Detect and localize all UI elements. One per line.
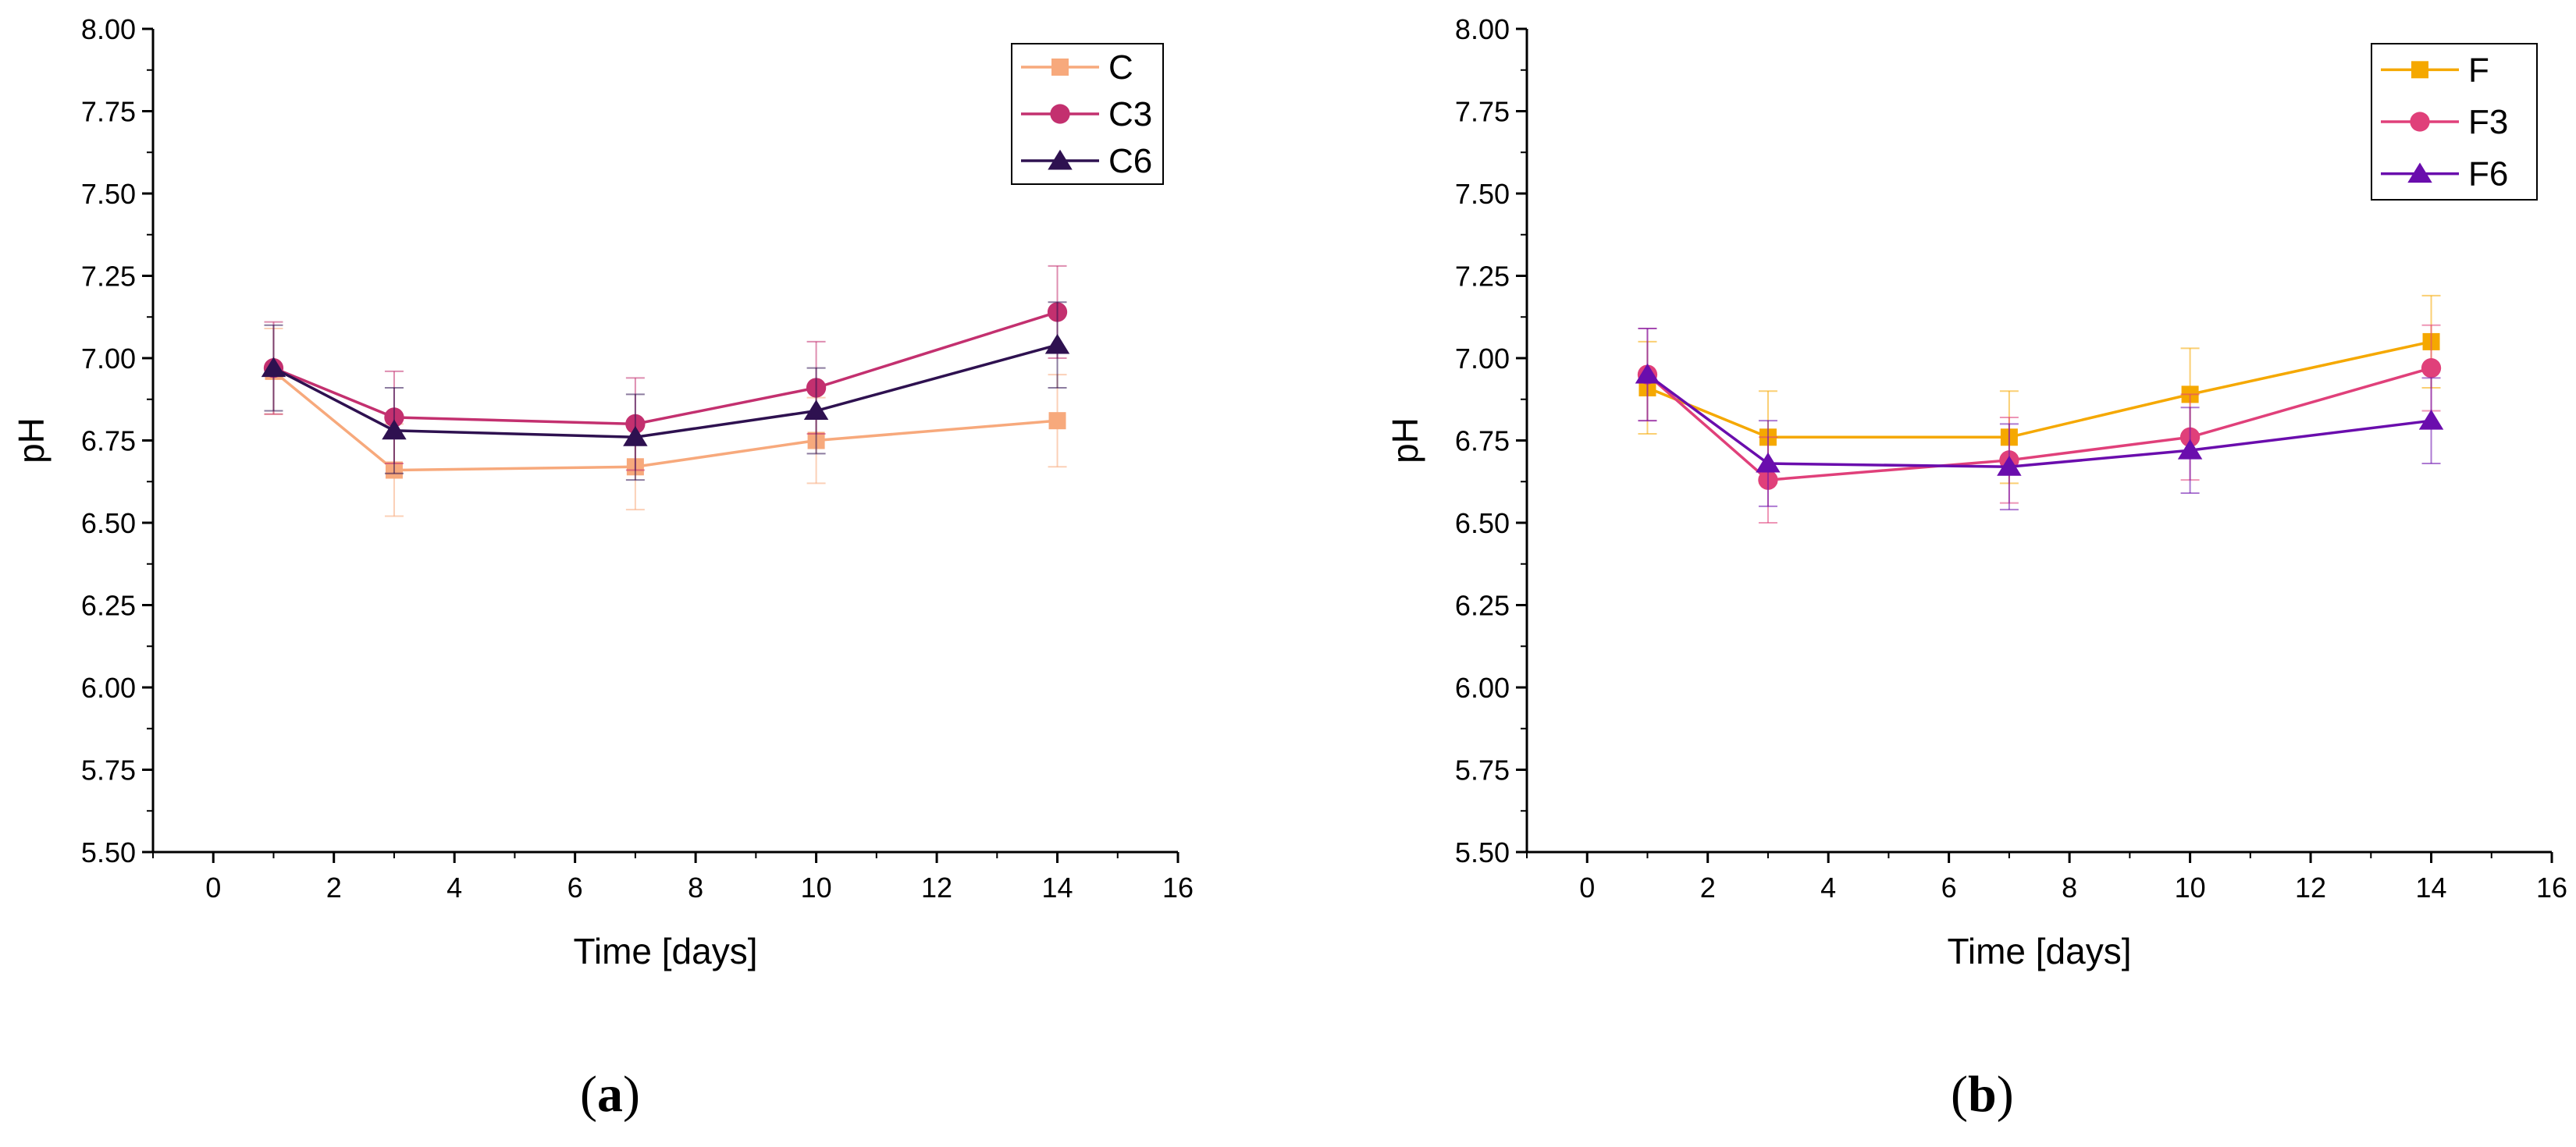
y-tick-label: 8.00	[81, 13, 136, 45]
data-point-f6	[1635, 363, 1660, 384]
x-tick-label: 10	[801, 872, 832, 904]
series-c	[264, 328, 1067, 517]
x-tick-label: 8	[2062, 872, 2077, 904]
chart-panel-a: 5.50 5.75 6.00 6.25 6.50 6.75 7.00 7.25 7.50 7.75…	[11, 13, 1194, 971]
data-point-f6	[1756, 452, 1781, 473]
y-tick-label: 6.75	[81, 425, 136, 457]
y-tick-label: 8.00	[1455, 13, 1510, 45]
data-point-c6	[1044, 333, 1070, 354]
y-axis-title: pH	[11, 417, 52, 463]
legend-label-c: C	[1108, 48, 1133, 87]
x-tick-label: 14	[1042, 872, 1073, 904]
y-tick-label: 5.50	[81, 836, 136, 868]
x-tick-label: 12	[921, 872, 952, 904]
legend: F F3 F6	[2371, 43, 2538, 201]
legend-marker-f	[2411, 61, 2428, 79]
x-tick-label: 4	[447, 872, 462, 904]
legend-marker-f6	[2407, 162, 2432, 183]
data-point-f6	[1997, 455, 2022, 476]
x-tick-label: 2	[1700, 872, 1716, 904]
legend-marker-f3	[2410, 112, 2430, 132]
panel-label-a: (a)	[580, 1066, 640, 1123]
y-tick-label: 6.25	[81, 590, 136, 622]
y-tick-label: 6.25	[1455, 590, 1510, 622]
y-tick-label: 5.50	[1455, 836, 1510, 868]
x-tick-label: 6	[1941, 872, 1957, 904]
series-f3	[1637, 324, 2442, 524]
series-c6	[261, 301, 1070, 481]
chart-panel-b: 5.50 5.75 6.00 6.25 6.50 6.75 7.00 7.25 7.50 7.75…	[1385, 13, 2567, 971]
legend-marker-c	[1051, 59, 1069, 76]
x-tick-label: 16	[1162, 872, 1194, 904]
y-tick-label: 6.75	[1455, 425, 1510, 457]
y-tick-label: 7.25	[1455, 261, 1510, 293]
data-point-c	[1048, 412, 1066, 430]
panel-label-b: (b)	[1951, 1066, 2014, 1123]
x-tick-label: 16	[2536, 872, 2567, 904]
data-point-c6	[261, 357, 286, 378]
x-axis-title: Time [days]	[1947, 931, 2131, 971]
y-tick-label: 6.00	[81, 672, 136, 704]
x-tick-label: 12	[2295, 872, 2326, 904]
y-tick-label: 7.75	[81, 96, 136, 128]
x-tick-label: 0	[205, 872, 221, 904]
x-tick-label: 6	[568, 872, 583, 904]
legend-label-c3: C3	[1108, 95, 1152, 133]
y-tick-label: 5.75	[81, 755, 136, 787]
data-point-c6	[382, 419, 407, 440]
series-f6	[1635, 328, 2444, 511]
legend-label-c6: C6	[1108, 142, 1152, 180]
series-line-f	[1646, 340, 2432, 439]
y-tick-label: 7.75	[1455, 96, 1510, 128]
legend-marker-c6	[1048, 149, 1073, 170]
data-point-c6	[803, 399, 829, 420]
legend-label-f: F	[2468, 51, 2489, 89]
x-tick-label: 2	[326, 872, 342, 904]
legend-marker-c3	[1050, 104, 1070, 124]
data-point-c6	[623, 425, 648, 446]
x-tick-label: 10	[2175, 872, 2206, 904]
data-point-f3	[2421, 358, 2442, 378]
y-axis-title: pH	[1385, 417, 1425, 463]
y-tick-label: 6.50	[1455, 507, 1510, 539]
x-tick-label: 4	[1820, 872, 1836, 904]
legend-label-f6: F6	[2468, 155, 2508, 194]
y-tick-label: 6.50	[81, 507, 136, 539]
x-tick-label: 8	[688, 872, 703, 904]
y-tick-label: 5.75	[1455, 755, 1510, 787]
series-line-c3	[272, 311, 1059, 426]
x-tick-label: 14	[2416, 872, 2447, 904]
x-axis-title: Time [days]	[573, 931, 757, 971]
x-tick-label: 0	[1579, 872, 1595, 904]
y-tick-label: 6.00	[1455, 672, 1510, 704]
legend: C C3 C6	[1011, 43, 1164, 185]
data-point-f6	[2418, 409, 2444, 430]
data-point-f6	[2177, 439, 2203, 460]
y-tick-label: 7.25	[81, 261, 136, 293]
y-tick-label: 7.00	[81, 343, 136, 375]
y-tick-label: 7.50	[1455, 178, 1510, 210]
y-tick-label: 7.50	[81, 178, 136, 210]
legend-label-f3: F3	[2468, 103, 2508, 141]
y-tick-label: 7.00	[1455, 343, 1510, 375]
